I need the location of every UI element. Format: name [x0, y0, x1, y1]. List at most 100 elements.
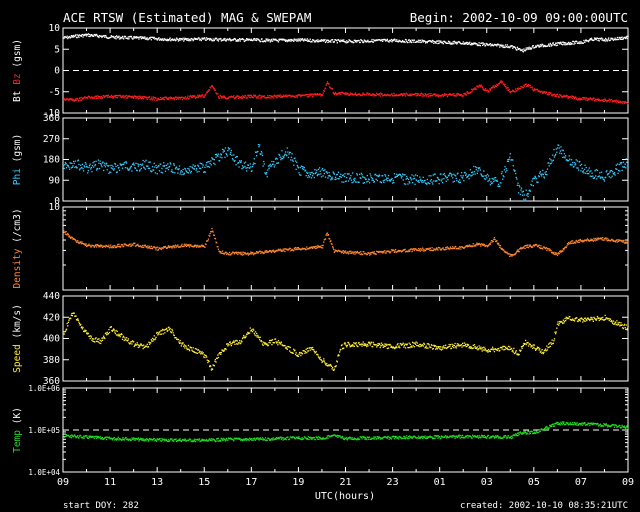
y-tick-label: 0: [54, 66, 60, 77]
data-point: [73, 160, 75, 163]
data-point: [558, 147, 560, 149]
data-point: [548, 346, 550, 348]
data-point: [437, 347, 440, 349]
data-point: [515, 252, 517, 254]
data-point: [217, 155, 219, 157]
data-point: [344, 173, 346, 175]
data-point: [274, 158, 277, 160]
data-point: [355, 342, 357, 344]
data-point: [74, 238, 76, 241]
data-point: [120, 38, 122, 40]
data-point: [201, 163, 203, 165]
data-point: [553, 156, 556, 158]
data-point: [133, 341, 135, 343]
data-point: [251, 331, 254, 333]
data-point: [367, 92, 369, 94]
data-point: [189, 38, 191, 40]
y-axis-label-part: Phi: [12, 168, 23, 185]
data-point: [544, 92, 546, 95]
data-point: [601, 39, 603, 41]
data-point: [129, 243, 131, 245]
data-point: [252, 39, 254, 41]
data-point: [344, 251, 346, 253]
data-point: [413, 175, 415, 177]
data-point: [127, 244, 129, 246]
data-point: [221, 349, 223, 351]
data-point: [140, 245, 142, 247]
data-point: [522, 344, 524, 347]
data-point: [485, 175, 487, 177]
data-point: [187, 344, 190, 347]
data-point: [225, 40, 227, 42]
data-point: [379, 93, 381, 95]
data-point: [225, 348, 227, 351]
data-point: [194, 245, 196, 248]
data-point: [485, 178, 487, 180]
data-point: [491, 240, 493, 242]
data-point: [549, 91, 551, 94]
data-point: [288, 40, 290, 42]
data-point: [286, 348, 288, 350]
data-point: [438, 183, 440, 185]
data-point: [439, 41, 441, 43]
data-point: [157, 249, 160, 251]
data-point: [444, 249, 446, 251]
data-point: [314, 247, 317, 250]
data-point: [499, 246, 501, 249]
data-point: [600, 171, 603, 173]
data-point: [245, 335, 247, 337]
data-point: [419, 250, 421, 252]
data-point: [230, 345, 232, 347]
data-point: [474, 173, 476, 175]
data-point: [164, 38, 166, 40]
data-point: [246, 170, 248, 172]
data-point: [170, 331, 172, 333]
data-point: [201, 351, 203, 353]
data-point: [492, 349, 494, 351]
data-point: [233, 341, 235, 343]
data-point: [295, 168, 297, 170]
data-point: [133, 162, 135, 164]
data-point: [525, 83, 527, 85]
data-point: [83, 165, 85, 167]
data-point: [555, 148, 557, 150]
data-point: [113, 168, 115, 170]
data-point: [598, 99, 600, 102]
data-point: [362, 176, 364, 178]
data-point: [552, 159, 554, 161]
data-point: [621, 241, 623, 243]
data-point: [400, 177, 403, 179]
data-point: [261, 38, 263, 40]
data-point: [244, 252, 247, 254]
data-point: [234, 159, 236, 162]
data-point: [100, 163, 102, 165]
data-point: [167, 329, 169, 332]
data-point: [356, 251, 358, 254]
data-point: [589, 98, 591, 100]
data-point: [110, 35, 112, 37]
data-point: [320, 95, 322, 97]
data-point: [295, 352, 297, 354]
data-point: [116, 36, 118, 38]
data-point: [161, 172, 164, 174]
data-point: [496, 45, 498, 47]
data-point: [620, 38, 623, 40]
data-point: [376, 92, 378, 94]
data-point: [174, 244, 177, 246]
data-point: [175, 246, 177, 249]
data-point: [279, 343, 281, 345]
data-point: [162, 333, 164, 335]
data-point: [282, 155, 284, 158]
data-point: [234, 343, 236, 345]
data-point: [608, 176, 610, 178]
data-point: [226, 39, 228, 41]
data-point: [136, 169, 138, 172]
data-point: [452, 246, 454, 248]
data-point: [229, 37, 231, 40]
data-point: [143, 166, 145, 168]
data-point: [527, 345, 530, 347]
data-point: [91, 34, 94, 36]
data-point: [64, 161, 67, 164]
data-point: [590, 239, 593, 242]
data-point: [383, 252, 385, 254]
